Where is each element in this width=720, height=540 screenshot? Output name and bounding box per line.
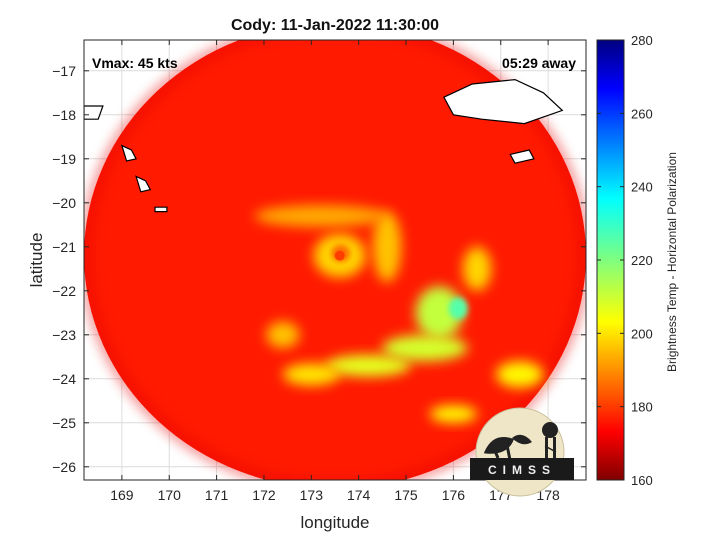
x-tick-label-9: 178 bbox=[536, 487, 560, 503]
y-tick-label-1: −18 bbox=[52, 107, 76, 123]
swath-layer bbox=[84, 40, 586, 480]
rainband-southeast bbox=[429, 405, 478, 423]
satellite-dish-icon bbox=[483, 437, 515, 461]
island-layer bbox=[84, 78, 564, 213]
x-tick-label-7: 176 bbox=[442, 487, 466, 503]
colorbar-ticks: 160 180 200 220 240 260 280 bbox=[597, 33, 653, 488]
y-tick-label-6: −23 bbox=[52, 327, 76, 343]
colorbar-tick-label-0: 160 bbox=[631, 473, 653, 488]
colorbar: 160 180 200 220 240 260 280 Brightness Temp - … bbox=[596, 33, 679, 488]
x-tick-label-0: 169 bbox=[110, 487, 134, 503]
y-tick-label-2: −19 bbox=[52, 151, 76, 167]
rainband-south-1 bbox=[325, 354, 411, 377]
x-tick-label-6: 175 bbox=[394, 487, 418, 503]
colorbar-tick-label-1: 180 bbox=[631, 400, 653, 415]
colorbar-tick-label-2: 200 bbox=[631, 326, 653, 341]
cimss-logo: CIMSS bbox=[470, 407, 574, 497]
colorbar-tick-label-6: 280 bbox=[631, 33, 653, 48]
y-tick-label-0: −17 bbox=[52, 63, 76, 79]
x-tick-label-2: 171 bbox=[205, 487, 229, 503]
x-tick-label-3: 172 bbox=[252, 487, 276, 503]
x-tick-label-1: 170 bbox=[158, 487, 182, 503]
colorbar-label: Brightness Temp - Horizontal Polarizatio… bbox=[665, 152, 679, 372]
water-tower-icon bbox=[542, 422, 558, 461]
vmax-annotation: Vmax: 45 kts bbox=[92, 55, 178, 71]
time-away-annotation: 05:29 away bbox=[502, 55, 576, 71]
chart-title: Cody: 11-Jan-2022 11:30:00 bbox=[231, 17, 439, 34]
x-tick-label-5: 174 bbox=[347, 487, 371, 503]
colorbar-tick-label-5: 260 bbox=[631, 106, 653, 121]
y-axis-ticks: −17 −18 −19 −20 −21 −22 −23 −24 −25 −26 bbox=[52, 63, 586, 475]
island-west-1 bbox=[120, 144, 137, 162]
colorbar-gradient bbox=[596, 39, 625, 481]
colorbar-tick-label-4: 240 bbox=[631, 180, 653, 195]
axes-frame bbox=[83, 39, 587, 481]
y-axis-label: latitude bbox=[27, 233, 46, 288]
y-tick-label-8: −25 bbox=[52, 415, 76, 431]
spiral-band-east bbox=[372, 211, 402, 282]
island-west-3 bbox=[154, 206, 168, 213]
y-tick-label-5: −22 bbox=[52, 283, 76, 299]
rainband-east-edge bbox=[462, 246, 492, 291]
colorbar-tick-label-3: 220 bbox=[631, 253, 653, 268]
swath-rim bbox=[84, 40, 586, 480]
spiral-band-north bbox=[254, 205, 388, 227]
rainband-far-east bbox=[496, 361, 544, 388]
rainband-south-3 bbox=[282, 363, 340, 386]
y-tick-label-4: −21 bbox=[52, 239, 76, 255]
x-tick-label-4: 173 bbox=[300, 487, 324, 503]
island-west-2 bbox=[135, 175, 152, 193]
rainband-south-2 bbox=[382, 334, 468, 362]
x-axis-ticks: 169 170 171 172 173 174 175 176 177 178 bbox=[110, 40, 560, 503]
y-tick-label-7: −24 bbox=[52, 371, 76, 387]
y-tick-label-9: −26 bbox=[52, 459, 76, 475]
logo-text: CIMSS bbox=[488, 463, 556, 477]
y-tick-label-3: −20 bbox=[52, 195, 76, 211]
island-northeast-small bbox=[509, 149, 535, 164]
island-far-west bbox=[84, 105, 104, 120]
storm-eye bbox=[334, 250, 345, 261]
rainband-east bbox=[415, 286, 463, 340]
island-northeast bbox=[443, 78, 564, 125]
rainband-west bbox=[266, 321, 300, 348]
x-axis-label: longitude bbox=[300, 513, 369, 532]
rainband-core bbox=[448, 297, 468, 320]
